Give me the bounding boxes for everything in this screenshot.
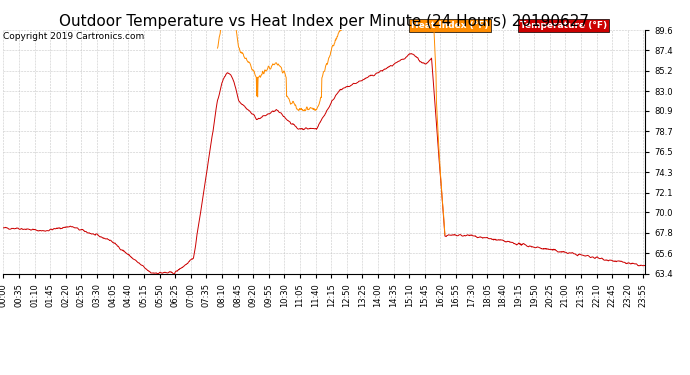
Text: Copyright 2019 Cartronics.com: Copyright 2019 Cartronics.com [3,32,145,41]
Text: Temperature (°F): Temperature (°F) [520,21,607,30]
Title: Outdoor Temperature vs Heat Index per Minute (24 Hours) 20190627: Outdoor Temperature vs Heat Index per Mi… [59,14,589,29]
Text: Heat Index (°F): Heat Index (°F) [411,21,489,30]
